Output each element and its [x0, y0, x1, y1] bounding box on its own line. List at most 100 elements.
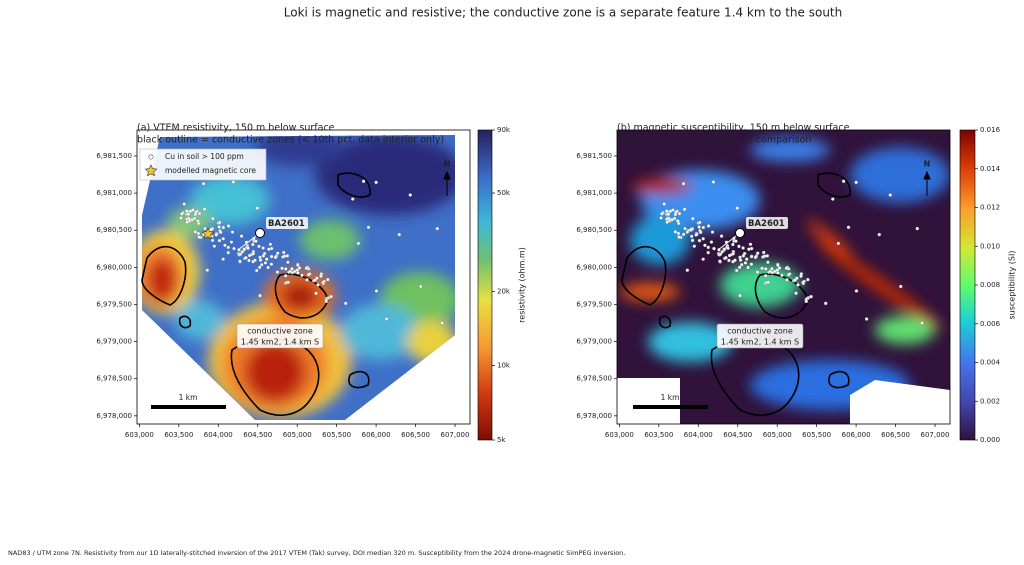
soil-point — [306, 272, 311, 277]
soil-point — [804, 299, 809, 304]
soil-point — [258, 293, 262, 298]
soil-point — [350, 197, 355, 201]
soil-point — [374, 180, 378, 185]
x-tick-label: 603,500 — [644, 431, 673, 439]
soil-point — [209, 228, 213, 232]
soil-point — [343, 301, 348, 306]
soil-point — [744, 257, 749, 261]
soil-point — [775, 268, 780, 272]
soil-point — [305, 278, 309, 282]
soil-point — [251, 242, 255, 247]
soil-point — [734, 239, 738, 243]
soil-point — [731, 251, 736, 256]
soil-point — [683, 226, 687, 231]
soil-point — [242, 247, 247, 251]
y-tick-label: 6,978,500 — [576, 375, 612, 383]
soil-point — [187, 216, 191, 221]
colorbar-label: resistivity (ohm.m) — [518, 247, 527, 323]
colorbar-tick-label: 0.004 — [980, 359, 1001, 367]
x-tick-label: 603,000 — [125, 431, 154, 439]
soil-point — [205, 268, 210, 272]
soil-point — [786, 272, 791, 277]
soil-point — [760, 266, 764, 271]
x-tick-label: 606,000 — [362, 431, 391, 439]
soil-point — [238, 252, 243, 256]
soil-point — [366, 225, 371, 230]
colorbar-tick-label: 20k — [497, 287, 511, 295]
soil-point — [384, 317, 389, 321]
y-tick-label: 6,981,000 — [576, 189, 612, 197]
soil-point — [269, 254, 274, 259]
x-tick-label: 603,500 — [164, 431, 193, 439]
soil-point — [184, 209, 189, 213]
soil-point — [408, 193, 412, 197]
soil-point — [666, 212, 671, 217]
soil-point — [689, 234, 694, 239]
soil-point — [269, 262, 274, 267]
scalebar — [633, 405, 708, 409]
soil-point — [710, 230, 715, 234]
soil-point — [212, 244, 217, 248]
well-label-box — [746, 217, 788, 229]
x-tick-label: 606,500 — [881, 431, 910, 439]
soil-point — [418, 284, 423, 289]
soil-point — [211, 216, 215, 221]
soil-point — [691, 216, 695, 221]
soil-point — [709, 240, 714, 244]
soil-point — [232, 246, 236, 251]
raster-patch — [407, 320, 455, 364]
scalebar — [151, 405, 226, 409]
x-tick-label: 605,000 — [283, 431, 312, 439]
soil-point — [795, 276, 799, 280]
soil-point — [226, 245, 231, 250]
conductive-outline — [658, 315, 672, 329]
y-tick-label: 6,980,000 — [576, 263, 612, 271]
soil-point — [685, 230, 690, 234]
soil-point — [261, 254, 266, 258]
soil-point — [281, 250, 286, 255]
conductive-outline — [348, 370, 370, 389]
conductive-outline — [337, 172, 371, 198]
y-tick-label: 6,981,500 — [96, 152, 132, 160]
colorbar-tick-label: 0.000 — [980, 436, 1000, 444]
soil-point — [230, 230, 235, 234]
axes-frame — [136, 129, 471, 425]
soil-point — [671, 208, 675, 212]
raster-patch — [340, 304, 420, 360]
soil-point — [214, 233, 218, 237]
x-tick-label: 607,000 — [441, 431, 470, 439]
soil-point — [182, 202, 186, 206]
x-tick-label: 604,000 — [204, 431, 233, 439]
legend — [139, 148, 267, 181]
resistivity-raster — [142, 135, 455, 420]
soil-point — [193, 230, 198, 234]
soil-point — [681, 232, 686, 237]
soil-point — [191, 208, 195, 212]
colorbar-tick-label: 10k — [497, 362, 511, 370]
soil-point — [275, 270, 280, 274]
soil-point — [196, 231, 201, 236]
soil-point — [268, 242, 273, 247]
soil-point — [755, 270, 760, 274]
soil-point — [749, 262, 754, 267]
soil-point — [273, 255, 278, 260]
soil-point — [864, 317, 869, 321]
soil-point — [738, 258, 743, 262]
soil-point — [662, 202, 666, 206]
soil-point — [823, 301, 828, 306]
well-label: BA2601 — [268, 219, 305, 229]
soil-point — [217, 225, 221, 229]
soil-point — [731, 242, 735, 247]
soil-point — [257, 265, 262, 270]
soil-point — [694, 233, 698, 237]
soil-point — [676, 231, 681, 236]
raster-patch — [255, 135, 345, 166]
soil-point — [712, 246, 716, 251]
raster-patch — [632, 178, 692, 194]
soil-point — [706, 224, 711, 228]
soil-point — [836, 241, 841, 246]
soil-point — [697, 225, 701, 229]
soil-point — [720, 250, 724, 254]
soil-point — [830, 197, 835, 201]
soil-point — [726, 246, 730, 250]
